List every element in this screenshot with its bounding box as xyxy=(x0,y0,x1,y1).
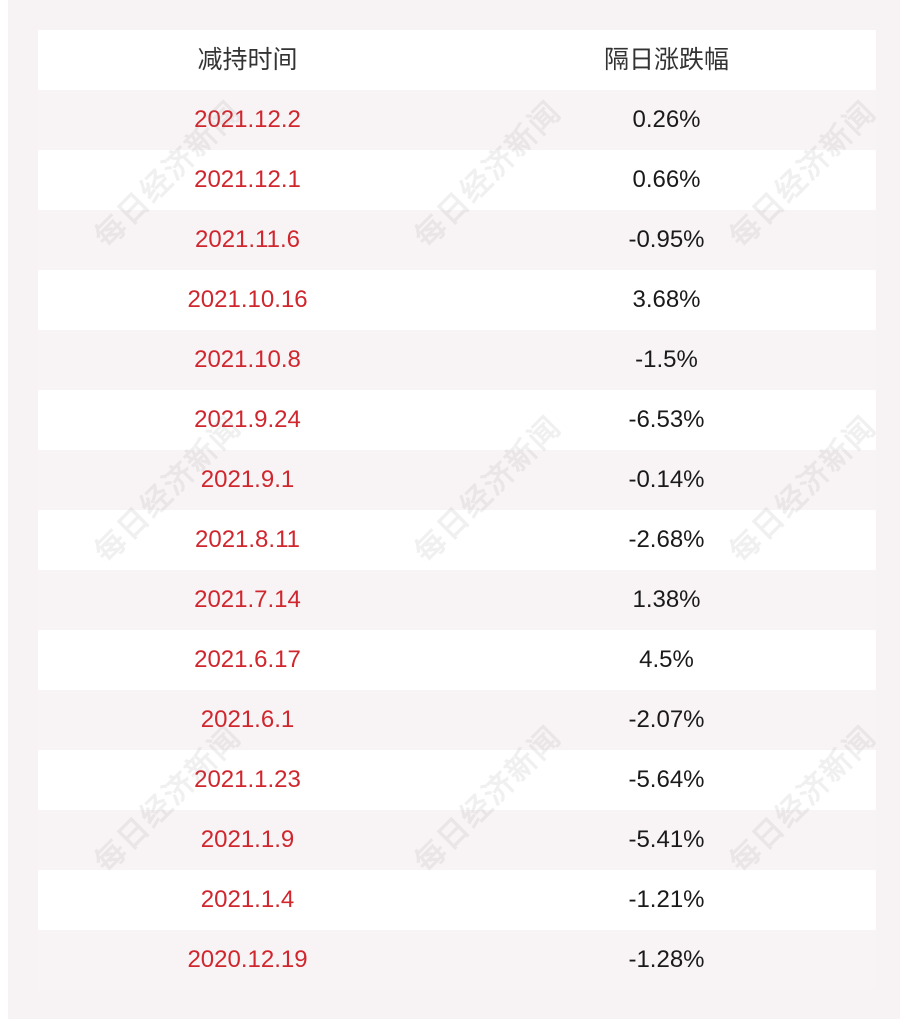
next-day-change-cell: 1.38% xyxy=(632,586,701,613)
reduction-date-cell: 2021.1.23 xyxy=(194,766,301,793)
reduction-date-cell: 2021.10.8 xyxy=(194,346,301,373)
table-header-row: 减持时间 隔日涨跌幅 xyxy=(38,30,876,90)
next-day-change-cell: -1.28% xyxy=(628,946,705,973)
next-day-change-cell: -2.07% xyxy=(628,706,705,733)
next-day-change-cell: -2.68% xyxy=(628,526,705,553)
next-day-change-cell: -1.5% xyxy=(635,346,698,373)
table-row: 2021.12.1 0.66% xyxy=(38,150,876,210)
table-row: 2021.7.14 1.38% xyxy=(38,570,876,630)
reduction-table: 减持时间 隔日涨跌幅 2021.12.2 0.26% 2021.12.1 0.66% 2… xyxy=(38,30,876,990)
header-date: 减持时间 xyxy=(197,46,298,74)
table-row: 2021.11.6 -0.95% xyxy=(38,210,876,270)
next-day-change-cell: 4.5% xyxy=(639,646,694,673)
reduction-date-cell: 2021.12.2 xyxy=(194,106,301,133)
table-row: 2021.6.17 4.5% xyxy=(38,630,876,690)
reduction-date-cell: 2021.9.1 xyxy=(200,466,295,493)
reduction-date-cell: 2021.6.1 xyxy=(200,706,295,733)
table-row: 2021.10.8 -1.5% xyxy=(38,330,876,390)
next-day-change-cell: -6.53% xyxy=(628,406,705,433)
reduction-date-cell: 2021.8.11 xyxy=(195,526,300,553)
next-day-change-cell: -0.95% xyxy=(628,226,705,253)
reduction-date-cell: 2021.1.4 xyxy=(200,886,295,913)
table-row: 2021.1.4 -1.21% xyxy=(38,870,876,930)
header-change: 隔日涨跌幅 xyxy=(603,46,729,74)
next-day-change-cell: -5.41% xyxy=(628,826,705,853)
next-day-change-cell: 0.66% xyxy=(632,166,701,193)
next-day-change-cell: -1.21% xyxy=(628,886,705,913)
reduction-date-cell: 2021.1.9 xyxy=(200,826,295,853)
next-day-change-cell: -5.64% xyxy=(628,766,705,793)
table-row: 2021.8.11 -2.68% xyxy=(38,510,876,570)
table-row: 2021.10.16 3.68% xyxy=(38,270,876,330)
reduction-date-cell: 2021.12.1 xyxy=(194,166,301,193)
table-row: 2021.12.2 0.26% xyxy=(38,90,876,150)
reduction-date-cell: 2021.7.14 xyxy=(194,586,301,613)
reduction-date-cell: 2021.9.24 xyxy=(194,406,301,433)
table-row: 2021.6.1 -2.07% xyxy=(38,690,876,750)
next-day-change-cell: 3.68% xyxy=(632,286,701,313)
reduction-date-cell: 2020.12.19 xyxy=(187,946,308,973)
table-row: 2020.12.19 -1.28% xyxy=(38,930,876,990)
next-day-change-cell: 0.26% xyxy=(632,106,701,133)
table-row: 2021.1.9 -5.41% xyxy=(38,810,876,870)
next-day-change-cell: -0.14% xyxy=(628,466,705,493)
table-row: 2021.9.1 -0.14% xyxy=(38,450,876,510)
reduction-date-cell: 2021.10.16 xyxy=(187,286,308,313)
table-row: 2021.1.23 -5.64% xyxy=(38,750,876,810)
reduction-date-cell: 2021.11.6 xyxy=(195,226,300,253)
reduction-date-cell: 2021.6.17 xyxy=(194,646,301,673)
table-row: 2021.9.24 -6.53% xyxy=(38,390,876,450)
